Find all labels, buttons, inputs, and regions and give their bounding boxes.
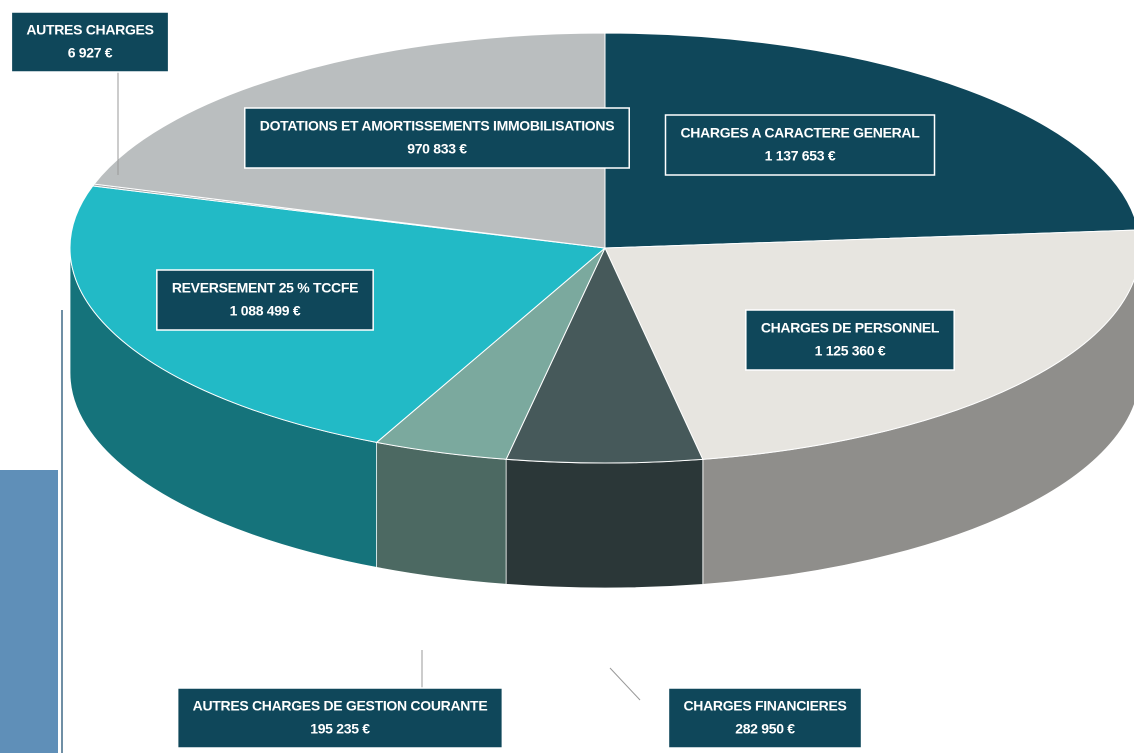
slice-side	[376, 441, 507, 585]
label-box	[667, 687, 863, 749]
label-box	[10, 11, 170, 73]
category-label: AUTRES CHARGES	[26, 22, 153, 38]
category-label: CHARGES DE PERSONNEL	[761, 320, 940, 336]
labels: CHARGES A CARACTERE GENERAL 1 137 653 € CH…	[10, 11, 955, 749]
category-label: CHARGES A CARACTERE GENERAL	[681, 125, 921, 141]
label-box	[156, 269, 374, 331]
category-label: REVERSEMENT 25 % TCCFE	[172, 280, 358, 296]
value-label: 1 137 653 €	[765, 148, 836, 164]
pie-tops	[69, 32, 1134, 464]
label-box	[745, 309, 955, 371]
category-label: CHARGES FINANCIERES	[683, 698, 846, 714]
value-label: 6 927 €	[68, 45, 113, 61]
slice	[505, 246, 704, 464]
label-box	[664, 114, 936, 176]
category-label: DOTATIONS ET AMORTISSEMENTS IMMOBILISATI…	[260, 118, 614, 134]
value-label: 1 088 499 €	[230, 303, 301, 319]
category-label: AUTRES CHARGES DE GESTION COURANTE	[193, 698, 488, 714]
pie-sides	[69, 247, 1134, 589]
label-box	[176, 687, 504, 749]
label-box	[244, 107, 630, 169]
leader-line	[609, 667, 641, 701]
value-label: 195 235 €	[310, 721, 370, 737]
value-label: 282 950 €	[735, 721, 795, 737]
slice-side	[505, 458, 704, 589]
background-photo	[0, 470, 58, 753]
value-label: 970 833 €	[407, 141, 467, 157]
value-label: 1 125 360 €	[815, 343, 886, 359]
